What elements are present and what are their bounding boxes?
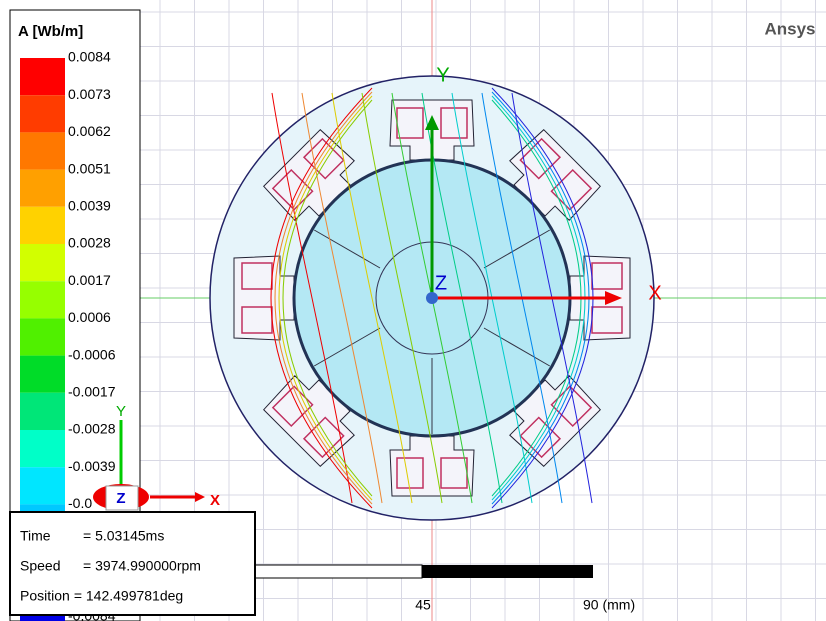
- scale-black: [422, 565, 593, 578]
- info-value: = 5.03145ms: [83, 528, 164, 544]
- legend-label: -0.0: [68, 495, 92, 511]
- brand: Ansys: [764, 19, 815, 38]
- triad-y: Y: [116, 403, 126, 420]
- legend-swatch: [20, 244, 65, 281]
- legend-label: 0.0006: [68, 309, 111, 325]
- triad-z: Z: [116, 490, 125, 507]
- y-axis-label: Y: [436, 64, 449, 86]
- legend-title: A [Wb/m]: [18, 23, 83, 40]
- triad-x: X: [210, 492, 220, 509]
- legend-swatch: [20, 170, 65, 207]
- legend-label: -0.0006: [68, 346, 116, 362]
- x-axis-label: X: [648, 282, 661, 304]
- legend-swatch: [20, 207, 65, 244]
- info-key: Time: [20, 528, 51, 544]
- legend-label: -0.0017: [68, 384, 116, 400]
- legend-label: 0.0039: [68, 198, 111, 214]
- scale-mid: 45: [415, 597, 431, 613]
- legend-label: 0.0051: [68, 160, 111, 176]
- scale-end: 90 (mm): [583, 597, 635, 613]
- info-key: Speed: [20, 558, 60, 574]
- legend-label: 0.0062: [68, 123, 111, 139]
- legend-swatch: [20, 393, 65, 430]
- scale-white: [255, 565, 422, 578]
- viewport: X Y Z Ansys A [Wb/m] 0.0084 0.0073 0.0062 0.0…: [0, 0, 826, 621]
- legend-swatch: [20, 430, 65, 467]
- info-key: Position: [20, 588, 70, 604]
- legend-swatch: [20, 281, 65, 318]
- legend-swatch: [20, 318, 65, 355]
- legend-label: -0.0039: [68, 458, 116, 474]
- legend-label: 0.0017: [68, 272, 111, 288]
- legend-swatch: [20, 132, 65, 169]
- legend-label: 0.0084: [68, 49, 111, 65]
- info-value: = 3974.990000rpm: [83, 558, 201, 574]
- legend-swatch: [20, 95, 65, 132]
- legend-label: 0.0073: [68, 86, 111, 102]
- legend-swatch: [20, 58, 65, 95]
- legend-label: -0.0028: [68, 421, 116, 437]
- z-axis-label: Z: [435, 272, 447, 294]
- legend-swatch: [20, 467, 65, 504]
- info-value: = 142.499781deg: [74, 588, 183, 604]
- legend-swatch: [20, 356, 65, 393]
- legend-label: 0.0028: [68, 235, 111, 251]
